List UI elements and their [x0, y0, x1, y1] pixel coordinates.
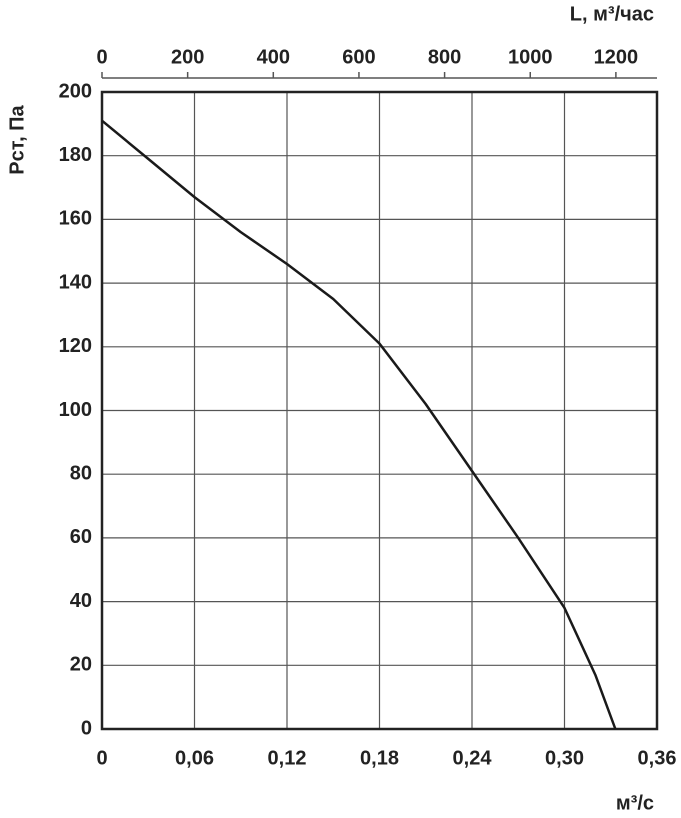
x-tick-label: 0,06 [175, 747, 214, 769]
curve [101, 119, 617, 730]
x-tick-label: 0,12 [268, 747, 307, 769]
y-tick-label: 160 [59, 208, 92, 230]
y-tick-label: 60 [70, 526, 92, 548]
y-tick-label: 180 [59, 144, 92, 166]
x2-tick-label: 600 [342, 46, 375, 68]
x2-tick-label: 400 [257, 46, 290, 68]
plot-frame [100, 90, 659, 731]
y-tick-label: 100 [59, 399, 92, 421]
x2-axis-label: L, м³/час [570, 3, 654, 25]
x2-tick-label: 200 [171, 46, 204, 68]
x-tick-label: 0 [96, 747, 107, 769]
x2-tick-label: 1000 [508, 46, 553, 68]
y-tick-label: 200 [59, 80, 92, 102]
y-tick-label: 120 [59, 335, 92, 357]
y-tick-label: 0 [81, 717, 92, 739]
x-tick-label: 0,36 [638, 747, 677, 769]
y-tick-label: 40 [70, 590, 92, 612]
y-axis-label: Pст, Па [6, 104, 28, 174]
y-tick-label: 80 [70, 462, 92, 484]
y-tick-label: 140 [59, 271, 92, 293]
x2-tick-label: 800 [428, 46, 461, 68]
x-tick-label: 0,18 [360, 747, 399, 769]
y-tick-label: 20 [70, 654, 92, 676]
x2-tick-label: 0 [96, 46, 107, 68]
x2-tick-label: 1200 [594, 46, 639, 68]
x-tick-label: 0,30 [545, 747, 584, 769]
x-axis-label: м³/с [616, 792, 654, 814]
x-tick-label: 0,24 [453, 747, 493, 769]
